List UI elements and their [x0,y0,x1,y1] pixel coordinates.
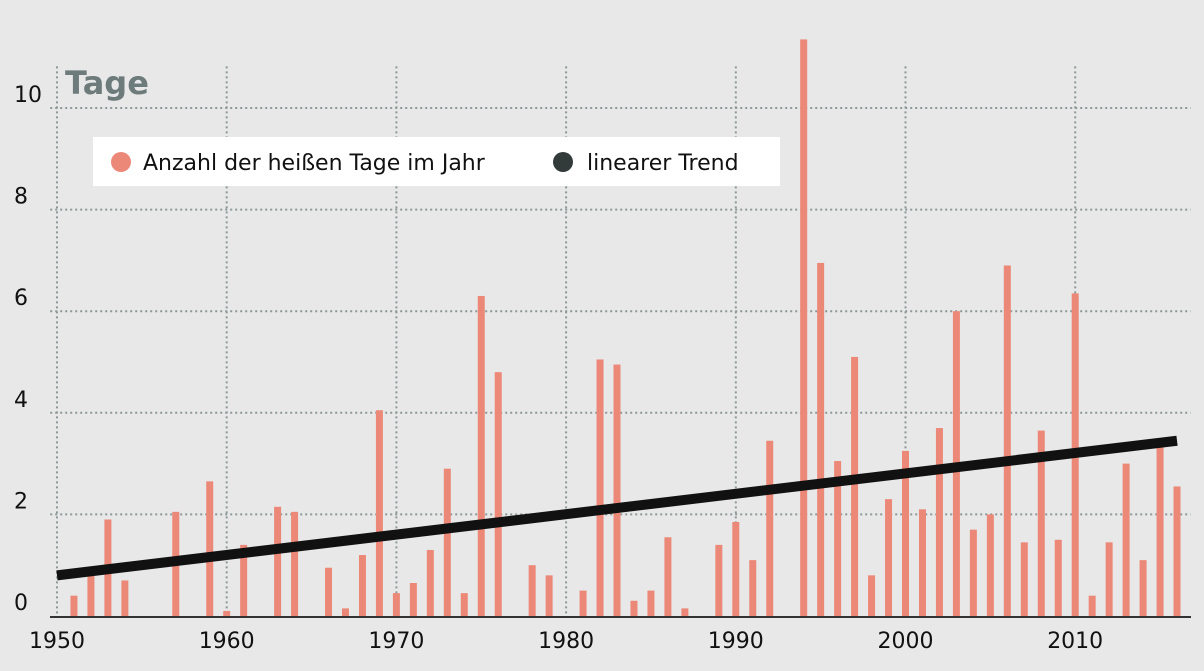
bar [409,582,417,616]
bar [240,544,248,616]
bar [528,565,536,616]
bar [647,590,655,616]
bar [1105,542,1113,616]
y-tick-label: 8 [14,185,28,210]
bar [121,580,129,616]
x-tick-label: 1980 [538,629,594,654]
x-tick-label: 2000 [878,629,934,654]
bar [918,509,926,616]
bar [596,359,604,616]
bar [375,410,383,616]
bar [274,506,282,616]
bar [715,544,723,616]
legend-label: linearer Trend [587,151,739,176]
bar [460,593,468,616]
y-tick-label: 2 [14,489,28,514]
bar [358,555,366,616]
bar [1173,486,1181,616]
bar [630,600,638,616]
bar [817,262,825,616]
bar [579,590,587,616]
bar [341,608,349,616]
x-tick-label: 1970 [368,629,424,654]
x-tick-label: 1960 [199,629,255,654]
bar [800,39,808,617]
bar [426,549,434,616]
bar [681,608,689,616]
chart-title: Tage [65,64,149,102]
bar [1003,265,1011,616]
bar [291,511,299,616]
bar [223,610,231,616]
bar [325,567,333,616]
x-tick-label: 1950 [29,629,85,654]
bar [986,514,994,616]
y-tick-label: 4 [14,388,28,413]
bar [868,575,876,616]
trend-line [56,435,1178,581]
bar [613,364,621,616]
bar [1054,539,1062,616]
bar [749,560,757,616]
y-tick-label: 0 [14,591,28,616]
bar [969,529,977,616]
bar [664,537,672,616]
bar [851,356,859,616]
bar [477,295,485,616]
legend-box [93,137,780,186]
bar [545,575,553,616]
legend: Anzahl der heißen Tage im Jahr linearer T… [93,137,780,186]
legend-marker [553,152,573,172]
bar [834,461,842,616]
bar [766,440,774,616]
y-tick-label: 6 [14,286,28,311]
x-tick-label: 2010 [1047,629,1103,654]
bar [1088,595,1096,616]
x-tick-label: 1990 [708,629,764,654]
bar [885,499,893,616]
bar [1156,445,1164,616]
legend-label: Anzahl der heißen Tage im Jahr [143,151,486,176]
bar [1139,560,1147,616]
bar [443,468,451,616]
bar [732,522,740,616]
y-tick-label: 10 [14,83,42,108]
bar [206,481,214,616]
bar [1037,430,1045,616]
bar [935,428,943,616]
bar [392,593,400,616]
bar [1020,542,1028,616]
bar [70,595,78,616]
marks [56,39,1181,617]
bar [87,575,95,616]
bar [902,450,909,616]
bar [1122,463,1130,616]
legend-marker [111,152,131,172]
bar [494,372,502,616]
